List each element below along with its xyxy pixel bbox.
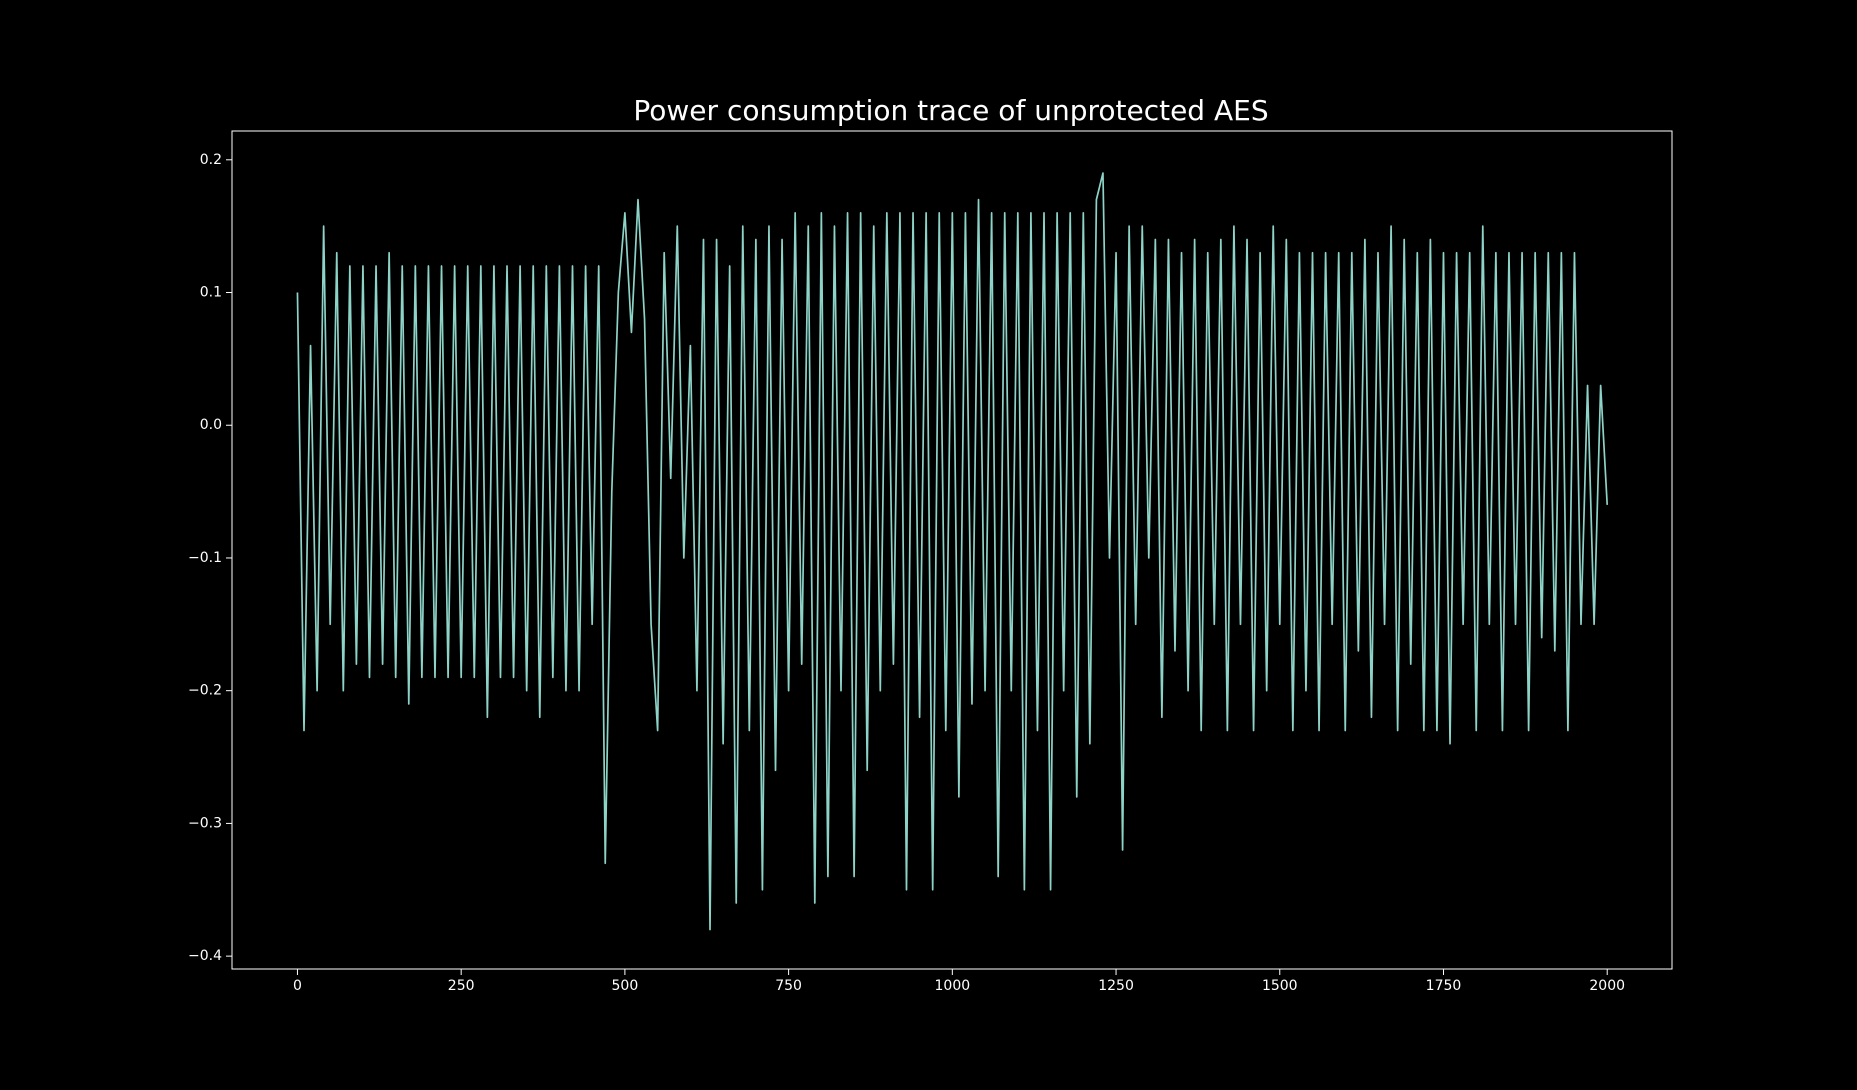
chart-title: Power consumption trace of unprotected A… <box>633 94 1268 127</box>
x-tick-label: 1000 <box>935 978 971 994</box>
y-tick-label: −0.1 <box>188 550 222 566</box>
y-tick-label: 0.0 <box>200 417 222 433</box>
x-tick-label: 750 <box>775 978 802 994</box>
axes-frame <box>231 130 1673 970</box>
x-tick-label: 1250 <box>1098 978 1134 994</box>
x-tick-label: 250 <box>448 978 475 994</box>
x-tick-label: 500 <box>612 978 639 994</box>
y-tick-label: 0.2 <box>200 152 222 168</box>
y-tick-label: −0.4 <box>188 948 222 964</box>
x-tick-label: 1750 <box>1426 978 1462 994</box>
y-tick-label: −0.2 <box>188 683 222 699</box>
trace-line <box>296 172 1609 931</box>
y-tick-label: −0.3 <box>188 815 222 831</box>
y-tick-label: 0.1 <box>200 285 222 301</box>
x-tick-label: 0 <box>293 978 302 994</box>
x-tick-label: 2000 <box>1589 978 1625 994</box>
x-tick-label: 1500 <box>1262 978 1298 994</box>
